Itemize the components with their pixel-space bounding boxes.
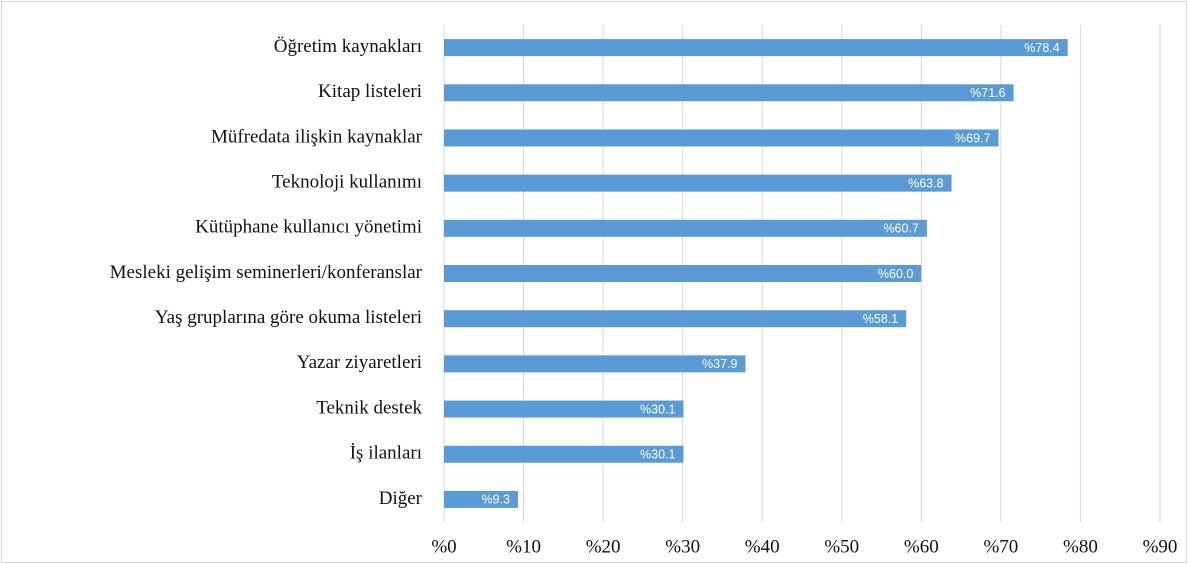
x-tick-label: %80 <box>1063 536 1098 557</box>
value-label: %30.1 <box>640 402 675 416</box>
value-label: %60.0 <box>878 267 913 281</box>
bar <box>444 400 684 418</box>
bar <box>444 174 952 192</box>
bar <box>444 219 927 237</box>
bar <box>444 310 907 328</box>
y-tick-label: Yaş gruplarına göre okuma listeleri <box>155 307 422 328</box>
x-tick-label: %0 <box>431 536 456 557</box>
y-tick-label: Yazar ziyaretleri <box>297 352 422 373</box>
value-label: %78.4 <box>1024 41 1059 55</box>
y-tick-label: Teknik destek <box>316 397 422 418</box>
x-tick-label: %70 <box>983 536 1018 557</box>
value-label: %37.9 <box>702 357 737 371</box>
y-tick-label: Mesleki gelişim seminerleri/konferanslar <box>110 262 423 283</box>
x-tick-label: %10 <box>506 536 541 557</box>
y-tick-label: Teknoloji kullanımı <box>272 171 422 192</box>
y-tick-label: İş ilanları <box>350 443 422 464</box>
y-tick-label: Öğretim kaynakları <box>274 36 422 57</box>
value-label: %69.7 <box>955 131 990 145</box>
value-label: %71.6 <box>970 86 1005 100</box>
x-tick-label: %30 <box>665 536 700 557</box>
y-tick-label: Müfredata ilişkin kaynaklar <box>211 126 423 147</box>
y-tick-label: Diğer <box>379 488 423 509</box>
x-tick-label: %60 <box>904 536 939 557</box>
y-tick-label: Kitap listeleri <box>318 81 422 102</box>
bar <box>444 355 746 373</box>
bar <box>444 39 1068 57</box>
bar <box>444 265 922 282</box>
bar <box>444 490 518 508</box>
x-tick-label: %90 <box>1143 536 1178 557</box>
bar <box>444 84 1014 102</box>
value-label: %9.3 <box>481 493 510 507</box>
x-tick-label: %20 <box>586 536 621 557</box>
value-label: %60.7 <box>883 222 918 236</box>
x-tick-label: %50 <box>824 536 859 557</box>
y-tick-label: Kütüphane kullanıcı yönetimi <box>195 217 422 238</box>
x-tick-label: %40 <box>745 536 780 557</box>
value-label: %30.1 <box>640 448 675 462</box>
bar <box>444 445 684 463</box>
value-label: %63.8 <box>908 176 943 190</box>
bar <box>444 129 999 147</box>
value-label: %58.1 <box>863 312 898 326</box>
